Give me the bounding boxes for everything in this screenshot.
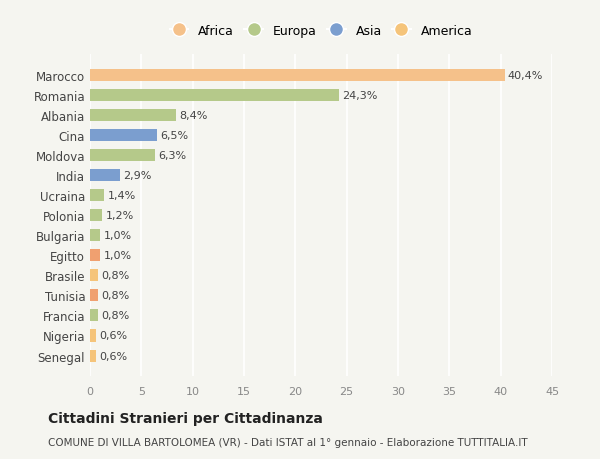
Bar <box>90 70 505 82</box>
Text: 8,4%: 8,4% <box>179 111 208 121</box>
Text: 1,0%: 1,0% <box>103 231 131 241</box>
Text: 24,3%: 24,3% <box>343 91 378 101</box>
Text: 6,3%: 6,3% <box>158 151 186 161</box>
Text: 1,2%: 1,2% <box>106 211 134 221</box>
Bar <box>90 310 98 322</box>
Bar <box>90 350 96 362</box>
Bar <box>90 130 157 142</box>
Bar <box>90 90 340 102</box>
Bar <box>90 230 100 242</box>
Bar <box>90 190 104 202</box>
Bar <box>90 290 98 302</box>
Bar <box>90 210 103 222</box>
Bar <box>90 270 98 282</box>
Bar <box>90 330 96 342</box>
Text: 1,4%: 1,4% <box>107 191 136 201</box>
Text: 0,6%: 0,6% <box>99 331 127 341</box>
Text: 0,8%: 0,8% <box>101 271 130 281</box>
Legend: Africa, Europa, Asia, America: Africa, Europa, Asia, America <box>164 20 478 43</box>
Text: 2,9%: 2,9% <box>123 171 151 181</box>
Text: 6,5%: 6,5% <box>160 131 188 141</box>
Text: 0,8%: 0,8% <box>101 311 130 321</box>
Bar <box>90 170 120 182</box>
Text: COMUNE DI VILLA BARTOLOMEA (VR) - Dati ISTAT al 1° gennaio - Elaborazione TUTTIT: COMUNE DI VILLA BARTOLOMEA (VR) - Dati I… <box>48 437 527 447</box>
Text: 40,4%: 40,4% <box>508 71 543 81</box>
Bar <box>90 110 176 122</box>
Bar <box>90 250 100 262</box>
Text: 0,6%: 0,6% <box>99 351 127 361</box>
Text: 0,8%: 0,8% <box>101 291 130 301</box>
Bar <box>90 150 155 162</box>
Text: Cittadini Stranieri per Cittadinanza: Cittadini Stranieri per Cittadinanza <box>48 411 323 425</box>
Text: 1,0%: 1,0% <box>103 251 131 261</box>
